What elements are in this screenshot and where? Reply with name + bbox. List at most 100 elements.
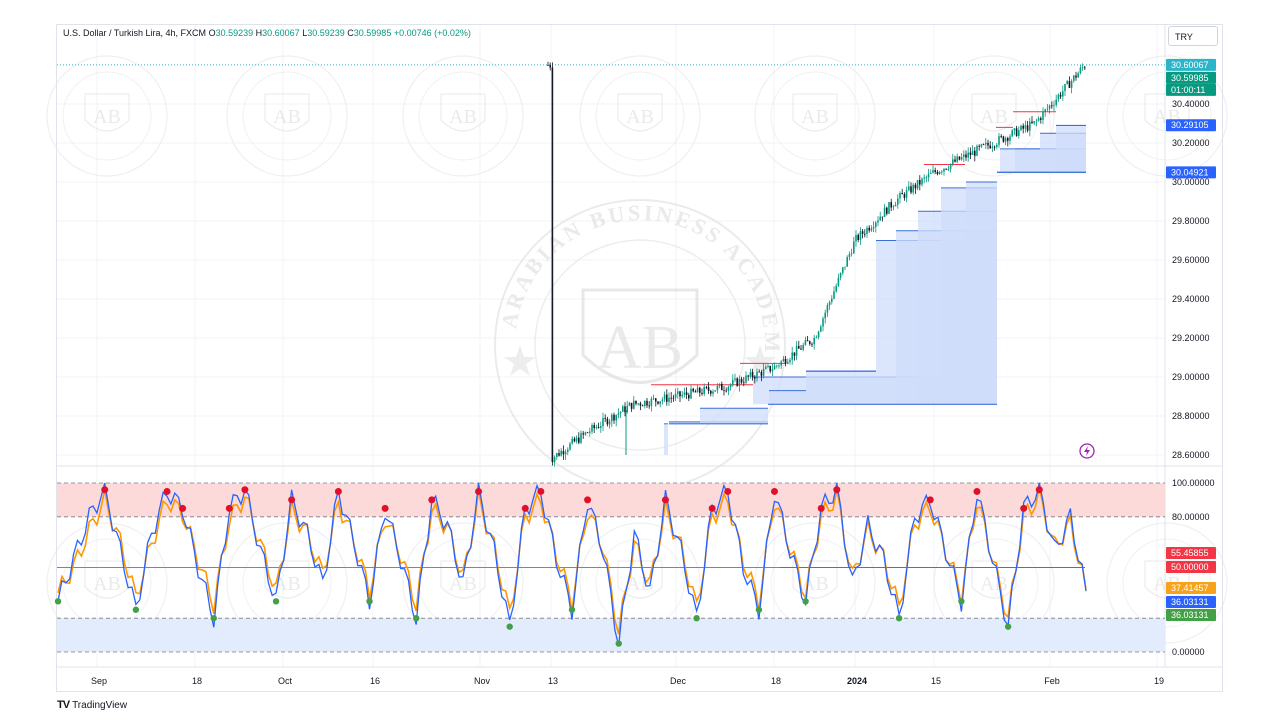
candle xyxy=(672,394,675,402)
candle-body xyxy=(1046,108,1049,110)
candle xyxy=(859,227,862,246)
candle xyxy=(952,153,954,167)
watermark-shield-icon xyxy=(84,93,130,132)
support-range-box xyxy=(966,182,997,405)
candle-body xyxy=(963,154,965,158)
watermark-logo: AB xyxy=(273,106,301,128)
candle xyxy=(773,362,776,370)
candle xyxy=(839,272,842,281)
candle xyxy=(861,228,864,239)
candle xyxy=(864,229,866,238)
candle-body xyxy=(960,157,963,160)
candle xyxy=(936,169,939,176)
high-value: 30.60067 xyxy=(262,28,300,38)
candle-body xyxy=(954,159,956,162)
candle-body xyxy=(1000,136,1002,137)
candle xyxy=(679,390,681,402)
candle-body xyxy=(1040,118,1042,120)
watermark-ring-text: ARABIAN BUSINESS ACADEMY xyxy=(0,0,785,355)
candle-body xyxy=(1018,130,1020,137)
low-value: 30.59239 xyxy=(307,28,345,38)
candle-body xyxy=(859,231,862,240)
support-range-box xyxy=(769,390,806,405)
candle-body xyxy=(908,186,910,191)
candle-body xyxy=(663,394,666,400)
candle-body xyxy=(864,233,866,235)
price-axis-tick: 29.00000 xyxy=(1172,372,1210,382)
candle-body xyxy=(661,399,664,402)
candle xyxy=(945,168,947,171)
time-axis-tick: Dec xyxy=(670,676,687,686)
candle xyxy=(978,144,980,151)
candle xyxy=(714,390,716,392)
candle xyxy=(820,324,822,333)
candle-body xyxy=(560,450,562,456)
candle-body xyxy=(1055,99,1057,105)
overbought-marker xyxy=(817,504,825,512)
price-tag-label: 30.59985 xyxy=(1171,73,1209,83)
alert-lightning-glyph-icon xyxy=(1084,446,1090,456)
candle xyxy=(1004,136,1007,146)
candle xyxy=(655,397,657,407)
candle xyxy=(1062,85,1064,101)
candle-body xyxy=(839,272,842,278)
candle xyxy=(743,376,745,387)
candle-body xyxy=(749,372,752,377)
candle-body xyxy=(967,152,969,158)
stoch-value-tag xyxy=(1166,582,1216,594)
candle xyxy=(881,216,884,222)
candle xyxy=(784,356,787,367)
candle-body xyxy=(685,392,688,395)
candle xyxy=(1075,71,1077,81)
time-axis-tick: Oct xyxy=(278,676,293,686)
candle xyxy=(597,422,600,429)
candle-body xyxy=(562,450,565,455)
candle-body xyxy=(714,390,716,392)
candle xyxy=(556,452,558,461)
candle-body xyxy=(727,386,730,391)
candle xyxy=(562,445,565,460)
currency-selector[interactable]: TRY xyxy=(1168,26,1218,46)
candle xyxy=(811,342,813,348)
candle-body xyxy=(567,449,569,452)
candle-body xyxy=(756,371,758,379)
candle-body xyxy=(595,427,598,429)
watermark-ring xyxy=(579,55,701,177)
symbol-label[interactable]: U.S. Dollar / Turkish Lira, 4h, FXCM xyxy=(63,28,207,38)
candle xyxy=(646,398,648,408)
candle xyxy=(608,418,611,429)
close-label: C xyxy=(347,28,354,38)
candle xyxy=(848,251,851,261)
candle xyxy=(718,383,721,389)
candle-body xyxy=(670,397,672,399)
watermark-shield-icon xyxy=(264,93,310,132)
candle xyxy=(732,374,734,387)
candle-body xyxy=(780,361,782,366)
watermark-shield-icon xyxy=(440,560,486,599)
candle xyxy=(699,386,701,397)
candle-body xyxy=(650,398,653,407)
candle-body xyxy=(751,372,754,378)
candle xyxy=(688,392,690,402)
overbought-marker xyxy=(179,504,187,512)
candle-body xyxy=(875,222,877,227)
candle xyxy=(745,371,747,385)
footer-branding[interactable]: TV TradingView xyxy=(57,699,127,711)
candle-body xyxy=(784,358,787,364)
oversold-marker xyxy=(755,606,763,613)
overbought-zone xyxy=(57,483,1165,517)
candle-body xyxy=(646,400,648,406)
candle-body xyxy=(828,301,831,306)
candle-body xyxy=(837,277,840,286)
candle-body xyxy=(712,391,714,394)
candle xyxy=(982,143,985,146)
overbought-marker xyxy=(521,504,529,512)
candle-body xyxy=(927,173,930,178)
candle-body xyxy=(635,400,637,404)
watermark-ring xyxy=(754,55,876,177)
candle-body xyxy=(644,400,646,406)
candle-body xyxy=(617,413,620,415)
candle-body xyxy=(694,391,697,393)
candle xyxy=(974,147,976,162)
